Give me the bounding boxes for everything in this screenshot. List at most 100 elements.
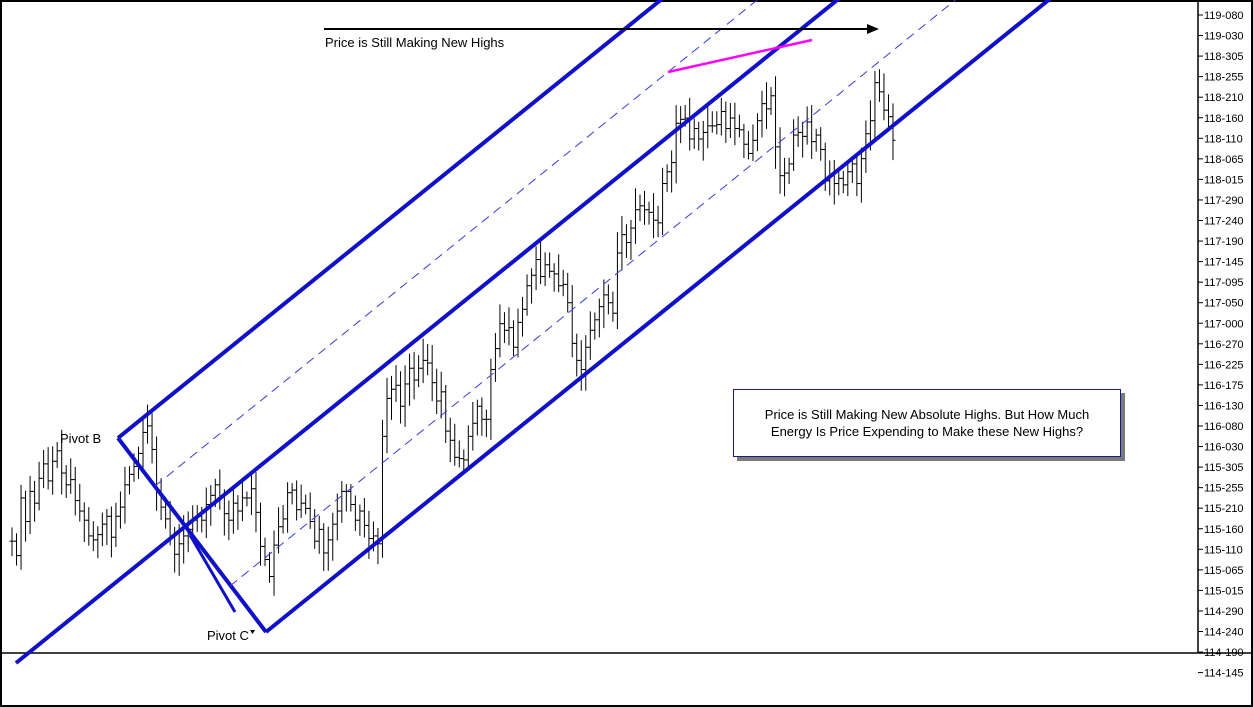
price-bar [483, 409, 489, 438]
price-bar [339, 481, 345, 523]
y-tick-label: 116-080 [1204, 421, 1244, 433]
y-tick-label: 118-305 [1204, 51, 1244, 63]
andrews-pitchfork [14, 0, 1052, 665]
price-bar [673, 105, 679, 184]
y-tick-label: 117-290 [1204, 195, 1244, 207]
price-bar [560, 269, 566, 297]
price-bar [443, 385, 449, 444]
price-bar [696, 121, 702, 151]
price-bar [398, 371, 404, 424]
y-tick-label: 115-255 [1204, 483, 1244, 495]
divergence-line [667, 38, 813, 74]
price-bar [321, 523, 327, 572]
price-bar [420, 338, 426, 384]
price-bar [565, 272, 571, 313]
price-bar [298, 484, 304, 518]
price-bar [759, 90, 765, 138]
price-bar [872, 70, 878, 139]
price-bar [547, 252, 553, 278]
price-bar [253, 472, 259, 533]
y-tick-label: 118-065 [1204, 154, 1244, 166]
price-bar [217, 469, 223, 510]
price-bar [68, 458, 74, 494]
annotations: Price is Still Making New Highs Pivot B … [60, 35, 505, 643]
price-bar [736, 114, 742, 138]
price-bar [50, 446, 56, 495]
price-bar [312, 509, 318, 549]
price-bar [506, 307, 512, 346]
y-tick-label: 114-145 [1204, 668, 1244, 680]
price-bar [104, 509, 110, 545]
price-bar [77, 483, 83, 522]
price-bar [352, 495, 358, 532]
lower-warning-line [229, 0, 957, 587]
price-bar [885, 94, 891, 130]
price-bar [718, 97, 724, 136]
price-bar [357, 504, 363, 536]
price-bar [108, 506, 114, 558]
y-axis: 119-080 119-030 118-305 118-255 118-210 118-1… [1198, 10, 1244, 680]
price-bar [488, 358, 494, 440]
price-bar [117, 491, 123, 529]
price-bar [429, 345, 435, 402]
price-bar [831, 159, 837, 205]
price-bar [782, 157, 788, 197]
price-bar [149, 412, 155, 464]
price-bar [235, 495, 241, 530]
price-bars [9, 69, 896, 596]
price-bar [501, 312, 507, 343]
price-bar [601, 279, 607, 329]
price-bar [637, 194, 643, 222]
y-tick-label: 117-190 [1204, 236, 1244, 248]
price-bar [763, 82, 769, 129]
price-bar [524, 274, 530, 316]
median-line-handle [188, 534, 237, 613]
y-tick-label: 115-210 [1204, 503, 1244, 515]
price-bar [18, 484, 24, 570]
commentary-line-2: Energy Is Price Expending to Make these … [770, 424, 1084, 439]
y-tick-label: 117-095 [1204, 277, 1244, 289]
price-bar [140, 415, 146, 470]
price-bar [244, 491, 250, 507]
price-bar [574, 333, 580, 377]
price-bar [23, 490, 29, 542]
price-bar [605, 284, 611, 315]
price-bar [709, 111, 715, 133]
price-bar [434, 368, 440, 415]
y-tick-label: 118-110 [1204, 133, 1243, 145]
price-bar [800, 121, 806, 158]
price-bar [705, 106, 711, 149]
price-bar [474, 399, 480, 436]
y-tick-label: 117-240 [1204, 216, 1244, 228]
pivot-c-label: Pivot C [207, 628, 249, 643]
price-bar [515, 308, 521, 358]
y-tick-label: 119-080 [1204, 10, 1244, 22]
price-bar [551, 263, 557, 292]
price-bar [646, 201, 652, 225]
y-tick-label: 117-000 [1204, 318, 1244, 330]
price-bar [840, 170, 846, 194]
price-bar [343, 484, 349, 512]
price-bar [741, 123, 747, 159]
y-tick-label: 114-240 [1204, 627, 1244, 639]
y-tick-label: 116-225 [1204, 359, 1244, 371]
price-bar [578, 340, 584, 391]
price-bar [632, 188, 638, 244]
price-bar [325, 526, 331, 571]
y-tick-label: 116-030 [1204, 442, 1244, 454]
y-tick-label: 116-270 [1204, 339, 1244, 351]
price-bar [425, 343, 431, 376]
price-bar [623, 224, 629, 258]
price-bar [651, 193, 657, 239]
price-bar [881, 73, 887, 121]
price-bar [542, 252, 548, 287]
y-tick-label: 115-110 [1204, 544, 1243, 556]
price-bar [556, 254, 562, 293]
median-line [14, 0, 841, 665]
price-bar [285, 482, 291, 533]
price-bar [687, 97, 693, 151]
price-bar [655, 205, 661, 238]
price-bar [587, 311, 593, 360]
price-bar [836, 170, 842, 196]
price-bar [230, 487, 236, 534]
